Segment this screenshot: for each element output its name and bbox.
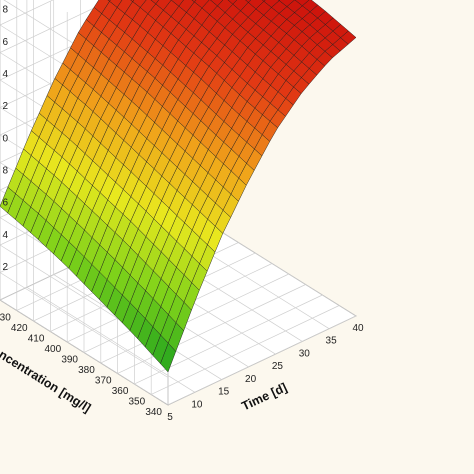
x-tick-label: 20 [245, 374, 257, 385]
surface-patch [191, 0, 197, 3]
surface-layer [0, 0, 357, 373]
z-tick-label: 2 [2, 101, 8, 112]
x-tick-label: 15 [218, 387, 230, 398]
x-tick-label: 40 [352, 323, 364, 334]
surface-patch [150, 0, 160, 5]
z-tick-label: 8 [2, 5, 8, 16]
y-tick-label: 370 [95, 376, 112, 387]
y-tick-label: 400 [45, 344, 62, 355]
z-tick-label: 4 [2, 230, 8, 241]
surface-patch [227, 0, 238, 5]
z-tick-label: 6 [2, 37, 8, 48]
x-tick-label: 35 [326, 336, 338, 347]
x-tick-label: 25 [272, 361, 284, 372]
surface-patch [245, 0, 252, 3]
z-tick-label: 6 [2, 198, 8, 209]
x-tick-label: 5 [167, 412, 173, 423]
x-tick-label: 30 [299, 348, 311, 359]
y-tick-label: 350 [129, 397, 146, 408]
y-tick-label: 410 [28, 334, 45, 345]
y-tick-label: 360 [112, 386, 129, 397]
surface-patch [261, 0, 266, 2]
y-tick-label: 420 [11, 323, 28, 334]
surface-patch [0, 186, 16, 214]
y-tick-label: 390 [61, 355, 78, 366]
z-tick-label: 8 [2, 166, 8, 177]
x-axis-title: Time [d] [239, 380, 289, 413]
y-tick-label: 430 [0, 313, 11, 324]
z-tick-label: 2 [2, 262, 8, 273]
y-tick-label: 380 [78, 365, 95, 376]
x-gridline [0, 0, 169, 406]
z-tick-label: 0 [2, 133, 8, 144]
y-tick-label: 340 [145, 407, 162, 418]
z-tick-label: 4 [2, 69, 8, 80]
x-tick-label: 10 [191, 399, 203, 410]
